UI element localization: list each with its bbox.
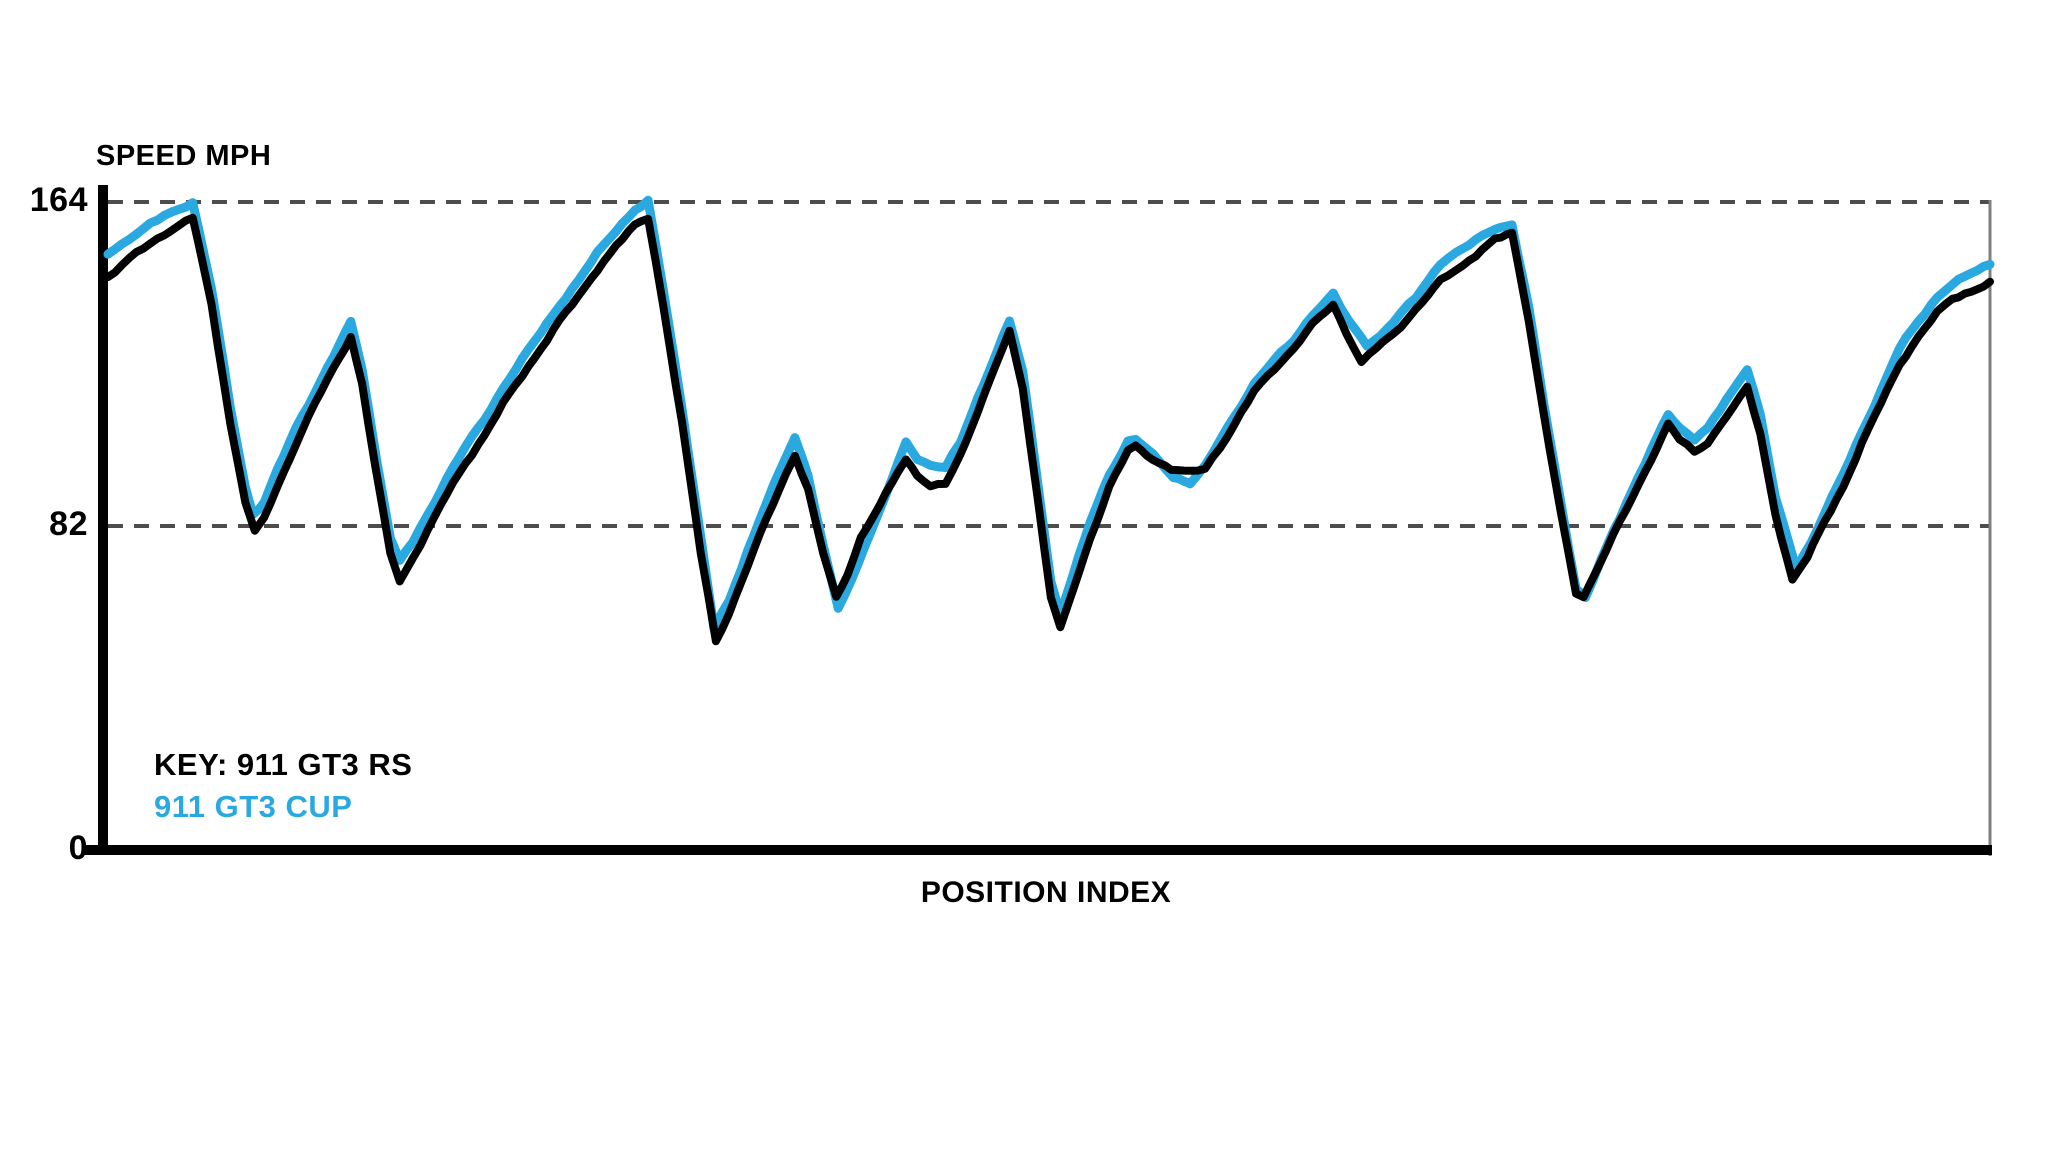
chart-legend: KEY: 911 GT3 RS 911 GT3 CUP bbox=[154, 744, 412, 828]
y-axis-title: SPEED MPH bbox=[96, 140, 272, 172]
legend-line-cup: 911 GT3 CUP bbox=[154, 789, 353, 824]
x-axis-title: POSITION INDEX bbox=[920, 876, 1172, 909]
legend-line-rs: KEY: 911 GT3 RS bbox=[154, 747, 413, 782]
y-axis-line bbox=[98, 185, 108, 855]
y-tick-label-0: 0 bbox=[68, 828, 88, 867]
series-line-911-gt3-rs bbox=[104, 213, 1994, 646]
y-tick-label-82: 82 bbox=[49, 504, 88, 543]
x-axis-line bbox=[82, 845, 1992, 855]
y-tick-label-164: 164 bbox=[29, 180, 88, 219]
